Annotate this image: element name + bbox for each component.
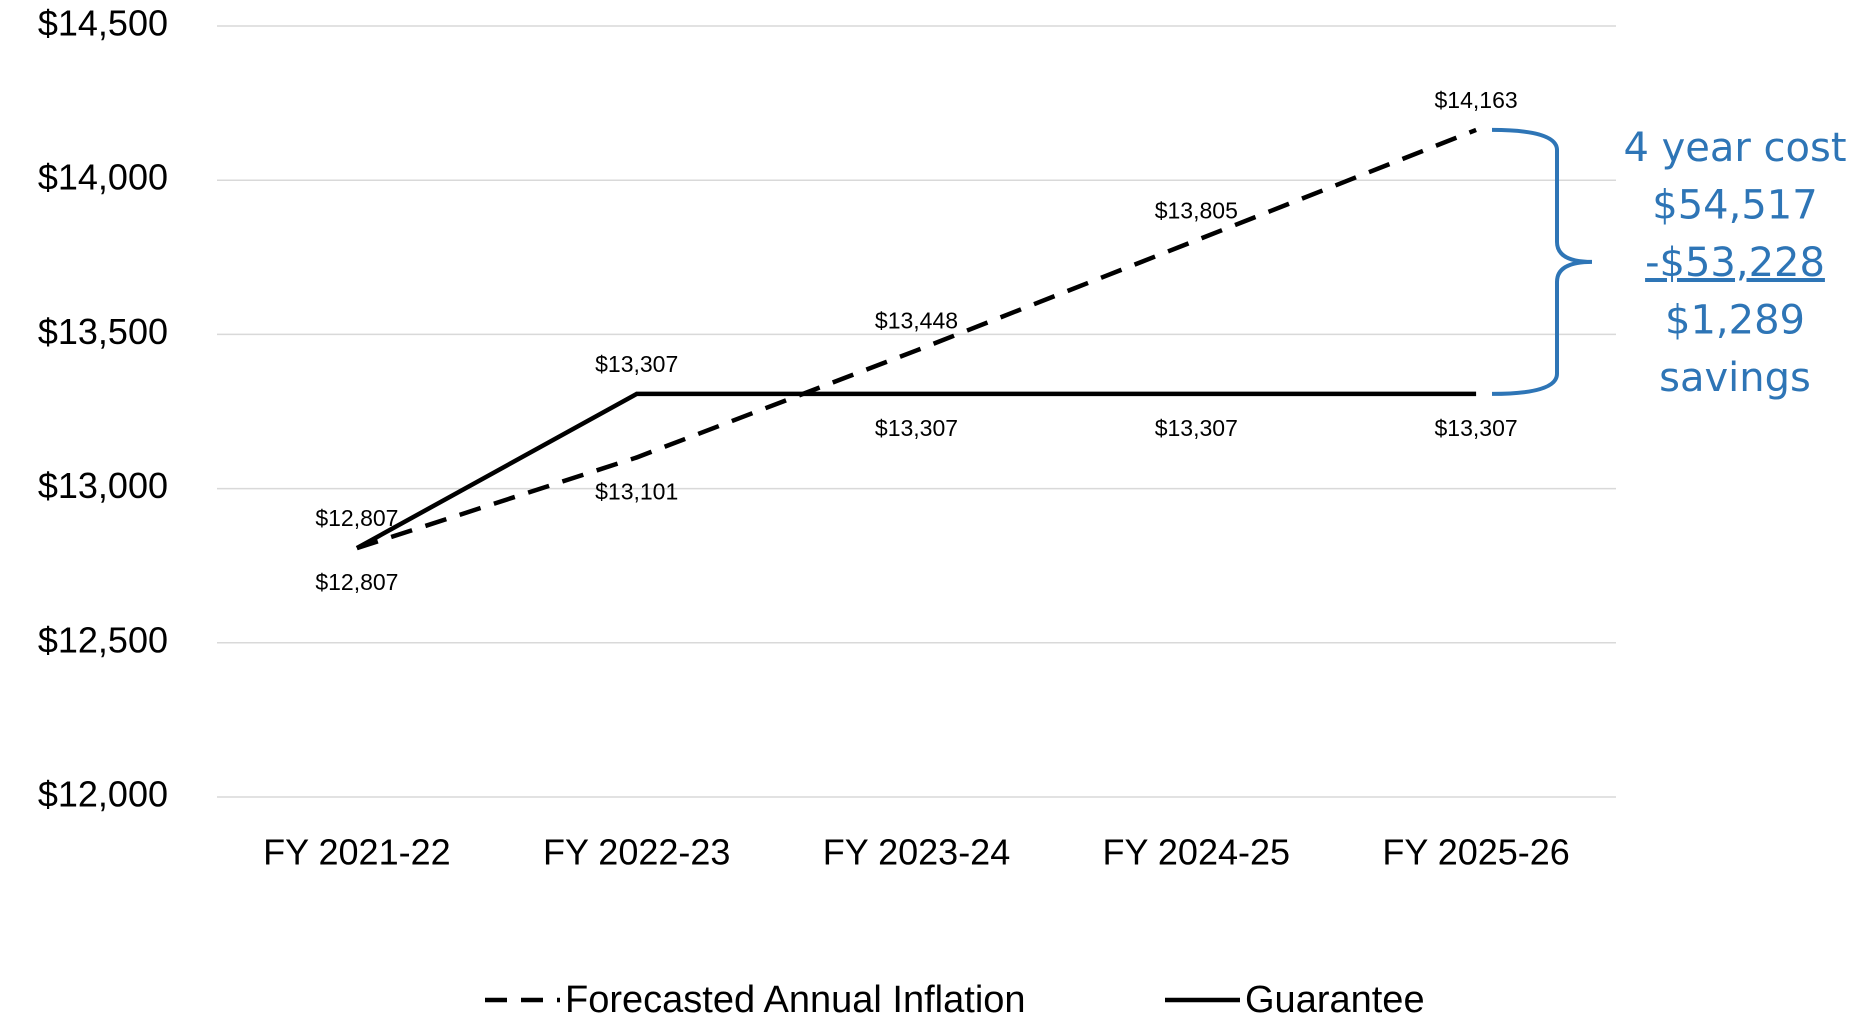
data-label: $13,307 [1435, 415, 1518, 441]
data-label: $13,307 [1155, 415, 1238, 441]
brace [1491, 127, 1593, 396]
series-line [355, 391, 1477, 551]
annotation-text: $1,289 [1665, 298, 1805, 344]
y-tick-label: $13,000 [38, 465, 168, 506]
series-line [356, 127, 1477, 551]
annotation-text: $54,517 [1652, 183, 1817, 229]
data-label: $13,101 [595, 479, 678, 505]
x-tick-label: FY 2021-22 [263, 832, 450, 873]
data-label: $14,163 [1435, 87, 1518, 113]
y-tick-label: $12,500 [38, 619, 168, 660]
x-tick-label: FY 2025-26 [1382, 832, 1569, 873]
x-tick-label: FY 2024-25 [1103, 832, 1290, 873]
y-tick-label: $13,500 [38, 311, 168, 352]
y-tick-label: $12,000 [38, 774, 168, 815]
annotation-text: 4 year cost [1623, 125, 1846, 171]
x-tick-label: FY 2023-24 [823, 832, 1010, 873]
annotation-text: savings [1659, 355, 1811, 401]
data-label: $12,807 [315, 505, 398, 531]
data-label: $13,307 [875, 415, 958, 441]
legend-label: Forecasted Annual Inflation [565, 979, 1026, 1021]
legend-label: Guarantee [1245, 979, 1425, 1021]
data-label: $12,807 [315, 569, 398, 595]
annotation-text: -$53,228 [1645, 240, 1825, 286]
data-label: $13,448 [875, 308, 958, 334]
x-tick-label: FY 2022-23 [543, 832, 730, 873]
data-label: $13,307 [595, 351, 678, 377]
y-tick-label: $14,000 [38, 157, 168, 198]
data-label: $13,805 [1155, 197, 1238, 223]
y-tick-label: $14,500 [38, 3, 168, 44]
